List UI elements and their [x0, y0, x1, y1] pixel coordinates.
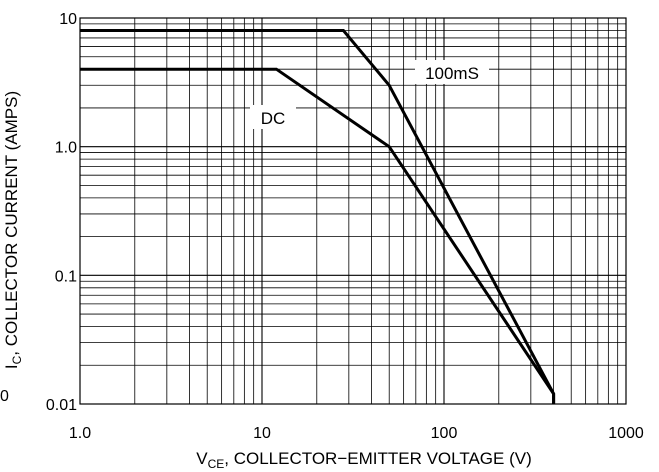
x-tick-label: 10	[253, 425, 271, 442]
series-layer	[80, 29, 556, 404]
series-label-dc: DC	[261, 109, 286, 128]
y-axis-title: IC, COLLECTOR CURRENT (AMPS)	[2, 91, 24, 369]
series-line-dc	[80, 67, 556, 404]
y-tick-label: 0.01	[46, 397, 77, 414]
x-tick-label: 100	[431, 425, 458, 442]
series-label-100ms: 100mS	[425, 64, 479, 83]
series-label-layer: 100mS DC	[250, 60, 489, 129]
grid-lines	[80, 18, 626, 404]
x-axis-title: VCE, COLLECTOR−EMITTER VOLTAGE (V)	[196, 449, 532, 471]
y-tick-label: 10	[59, 11, 77, 28]
stray-tick-label: 0	[0, 388, 9, 405]
y-tick-label: 0.1	[55, 268, 77, 285]
y-tick-label: 1.0	[55, 140, 77, 157]
plot-frame	[79, 17, 627, 405]
x-tick-label: 1.0	[69, 425, 91, 442]
tick-label-layer: 1.0 10 100 1000 0.01 0.1 1.0 10	[46, 11, 644, 442]
series-label-bg	[250, 105, 296, 129]
series-label-bg	[415, 60, 489, 84]
x-tick-label: 1000	[608, 425, 644, 442]
